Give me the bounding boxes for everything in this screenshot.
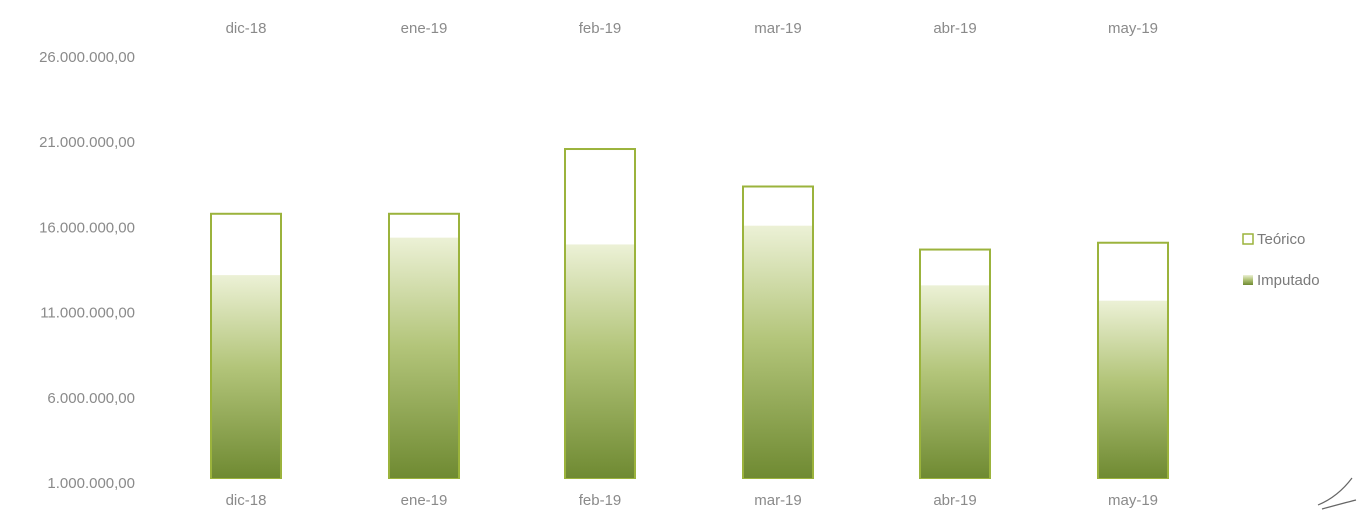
y-axis-tick-labels: 1.000.000,00 6.000.000,00 11.000.000,00 16.… <box>39 49 135 492</box>
legend-swatch-teorico <box>1242 233 1254 245</box>
y-tick-label: 16.000.000,00 <box>39 219 135 236</box>
bar-series <box>210 148 1169 480</box>
top-category-labels: dic-18 ene-19 feb-19 mar-19 abr-19 may-19 <box>226 20 1158 37</box>
bottom-category-labels: dic-18 ene-19 feb-19 mar-19 abr-19 may-19 <box>226 492 1158 509</box>
x-tick-label-bottom: ene-19 <box>401 492 448 509</box>
legend-label-imputado: Imputado <box>1257 272 1320 289</box>
x-tick-label-top: may-19 <box>1108 20 1158 37</box>
legend-label-teorico: Teórico <box>1257 231 1305 248</box>
x-tick-label-top: ene-19 <box>401 20 448 37</box>
x-tick-label-bottom: feb-19 <box>579 492 622 509</box>
x-tick-label-top: mar-19 <box>754 20 802 37</box>
y-tick-label: 11.000.000,00 <box>40 305 135 322</box>
y-tick-label: 6.000.000,00 <box>47 390 135 407</box>
y-tick-label: 1.000.000,00 <box>47 475 135 492</box>
bar-imputado <box>390 237 458 478</box>
bar-imputado <box>566 244 634 478</box>
x-tick-label-bottom: abr-19 <box>933 492 976 509</box>
bar-imputado <box>921 285 989 478</box>
bar-imputado <box>1099 300 1167 478</box>
x-tick-label-bottom: may-19 <box>1108 492 1158 509</box>
x-tick-label-top: dic-18 <box>226 20 267 37</box>
x-tick-label-bottom: dic-18 <box>226 492 267 509</box>
x-tick-label-bottom: mar-19 <box>754 492 802 509</box>
bar-imputado <box>212 275 280 478</box>
legend-swatch-imputado <box>1243 275 1253 285</box>
x-tick-label-top: feb-19 <box>579 20 622 37</box>
y-tick-label: 21.000.000,00 <box>39 134 135 151</box>
signature-mark <box>1317 477 1357 510</box>
bar-imputado <box>744 225 812 478</box>
legend: Teórico Imputado <box>1242 231 1320 289</box>
x-tick-label-top: abr-19 <box>933 20 976 37</box>
y-tick-label: 26.000.000,00 <box>39 49 135 66</box>
